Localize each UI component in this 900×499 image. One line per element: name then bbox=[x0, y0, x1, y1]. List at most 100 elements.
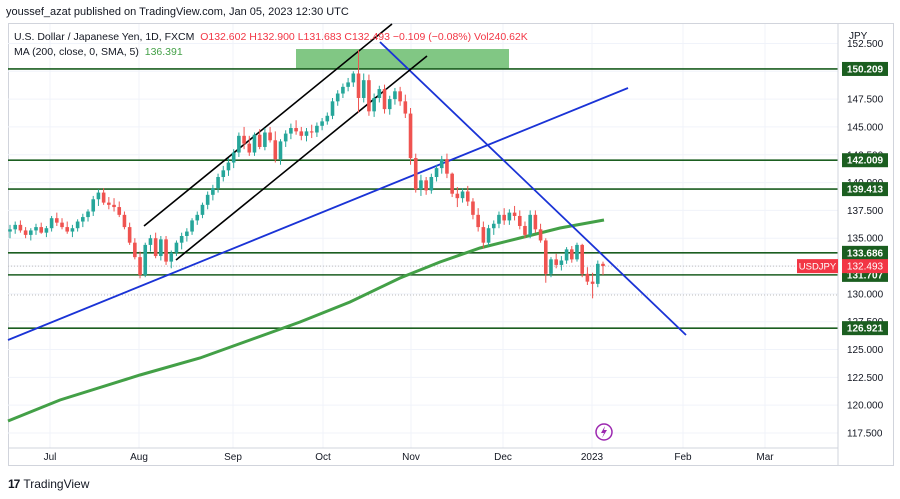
candle-body bbox=[601, 263, 605, 267]
candle-body bbox=[419, 180, 423, 190]
price-tick-label: 122.500 bbox=[847, 373, 884, 384]
currency-label: JPY bbox=[849, 31, 868, 42]
candle-body bbox=[39, 227, 44, 233]
level-tag bbox=[842, 61, 888, 76]
candle-body bbox=[377, 89, 382, 98]
candle-body bbox=[133, 242, 137, 258]
candle-body bbox=[491, 223, 496, 229]
candle-body bbox=[361, 80, 366, 98]
level-tag bbox=[842, 182, 888, 197]
candle-body bbox=[13, 224, 18, 230]
candle-body bbox=[393, 91, 397, 100]
candle-body bbox=[190, 220, 194, 232]
candle-body bbox=[268, 132, 272, 141]
candle-body bbox=[439, 159, 444, 169]
price-tick-label: 152.500 bbox=[847, 39, 884, 50]
candle-body bbox=[471, 201, 475, 215]
symbol-legend: U.S. Dollar / Japanese Yen, 1D, FXCM O13… bbox=[14, 31, 528, 43]
candle-body bbox=[502, 214, 506, 221]
price-tick-label: 130.000 bbox=[847, 289, 884, 300]
level-tag-label: 133.686 bbox=[847, 248, 884, 259]
candle-body bbox=[335, 93, 340, 102]
high-value: H132.900 bbox=[249, 31, 295, 43]
footer-brand[interactable]: TradingView bbox=[23, 477, 90, 491]
candle-body bbox=[91, 199, 96, 212]
candle-body bbox=[29, 230, 33, 235]
candle-body bbox=[569, 249, 574, 260]
candle-body bbox=[18, 224, 23, 231]
candle-body bbox=[585, 273, 590, 282]
candle-body bbox=[205, 194, 210, 205]
candle-body bbox=[538, 229, 543, 241]
candle-body bbox=[351, 73, 356, 83]
time-tick-label: Aug bbox=[130, 452, 148, 463]
candle-body bbox=[112, 204, 116, 208]
open-value: O132.602 bbox=[200, 31, 247, 43]
candle-body bbox=[211, 188, 215, 195]
candle-body bbox=[60, 222, 64, 228]
flash-circle bbox=[595, 423, 613, 441]
level-tags: 150.209 142.009 139.413 133.686 131.707 126.9… bbox=[797, 61, 888, 336]
chart-frame bbox=[8, 23, 894, 466]
candle-body bbox=[533, 214, 538, 230]
ma-label: MA (200, close, 0, SMA, 5) bbox=[14, 46, 139, 58]
candle-body bbox=[554, 259, 558, 265]
price-tick-label: 147.500 bbox=[847, 95, 884, 106]
candle-body bbox=[226, 162, 231, 171]
candle-body bbox=[413, 158, 418, 190]
candle-body bbox=[179, 235, 184, 243]
candle-body bbox=[460, 191, 465, 199]
candle-body bbox=[575, 244, 579, 260]
candle-body bbox=[517, 215, 522, 226]
candle-body bbox=[75, 221, 80, 229]
close-value: C132.493 bbox=[344, 31, 390, 43]
chart-grid bbox=[8, 24, 838, 448]
candle-body bbox=[507, 212, 512, 221]
change-value: −0.109 (−0.08%) bbox=[392, 31, 472, 43]
time-tick-label: Sep bbox=[224, 452, 242, 463]
candle-body bbox=[294, 128, 298, 132]
candle-body bbox=[148, 238, 153, 245]
candle-body bbox=[304, 131, 309, 136]
candle-body bbox=[595, 263, 600, 284]
flash-icon[interactable] bbox=[595, 423, 613, 441]
price-tick-label: 137.500 bbox=[847, 206, 884, 217]
ma-value: 136.391 bbox=[144, 46, 183, 58]
candle-body bbox=[55, 218, 59, 223]
symbol-name: U.S. Dollar / Japanese Yen, 1D, FXCM bbox=[14, 31, 195, 43]
channel-lower bbox=[175, 55, 428, 261]
candle-body bbox=[283, 133, 288, 142]
candle-body bbox=[44, 228, 49, 233]
candle-body bbox=[408, 113, 413, 159]
candle-body bbox=[23, 230, 28, 235]
candle-body bbox=[216, 177, 220, 189]
candle-body bbox=[247, 143, 252, 153]
candle-body bbox=[434, 168, 439, 178]
flash-bolt bbox=[601, 426, 607, 438]
candle-body bbox=[346, 82, 350, 87]
time-tick-label: Jul bbox=[44, 452, 57, 463]
candle-body bbox=[278, 141, 283, 160]
candle-body bbox=[465, 191, 470, 202]
candle-body bbox=[497, 214, 501, 224]
time-tick-label: Feb bbox=[674, 452, 692, 463]
candle-body bbox=[341, 86, 345, 94]
candle-body bbox=[486, 228, 491, 243]
level-tag bbox=[842, 245, 888, 260]
candle-body bbox=[403, 101, 408, 114]
candle-body bbox=[315, 125, 319, 133]
level-tag bbox=[842, 153, 888, 168]
candle-body bbox=[242, 135, 246, 144]
candle-body bbox=[590, 281, 595, 284]
current-price-label: 132.493 bbox=[847, 262, 884, 273]
candle-body bbox=[273, 140, 278, 160]
candle-body bbox=[523, 225, 527, 235]
channel-upper bbox=[143, 23, 393, 227]
candle-body bbox=[476, 214, 480, 228]
candle-body bbox=[195, 214, 200, 221]
low-value: L131.683 bbox=[297, 31, 342, 43]
candle-body bbox=[257, 134, 262, 147]
candles bbox=[8, 50, 605, 299]
candle-body bbox=[86, 211, 90, 218]
